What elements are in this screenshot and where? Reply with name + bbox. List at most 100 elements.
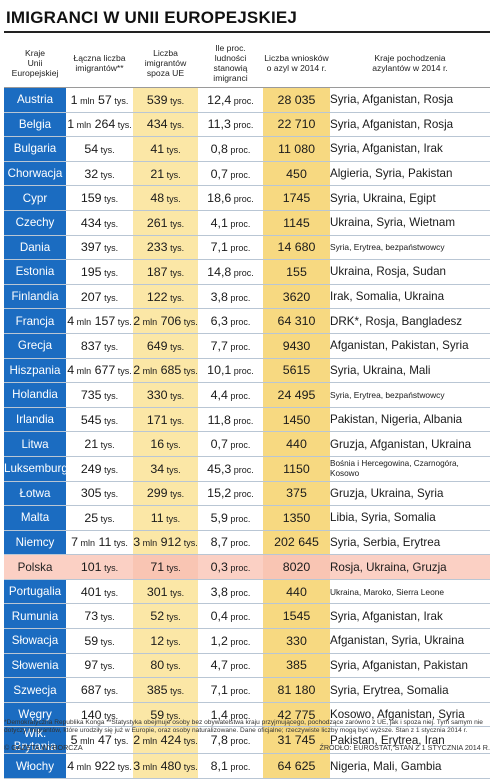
- total-immigrants-cell: 207 tys.: [66, 284, 133, 310]
- immigrant-share-cell: 11,8 proc.: [198, 407, 263, 433]
- origin-countries-cell: Syria, Afganistan, Irak: [330, 136, 490, 162]
- asylum-applications-cell: 202 645: [263, 530, 330, 556]
- table-row: Słowenia 97 tys. 80 tys. 4,7 proc. 385 Syria,…: [4, 653, 490, 679]
- country-cell: Irlandia: [4, 407, 66, 433]
- origin-countries-cell: Gruzja, Ukraina, Syria: [330, 481, 490, 507]
- country-cell: Rumunia: [4, 603, 66, 630]
- table-row: Cypr 159 tys. 48 tys. 18,6 proc. 1745 Syria, …: [4, 185, 490, 211]
- asylum-applications-cell: 440: [263, 579, 330, 605]
- table-row: Grecja 837 tys. 649 tys. 7,7 proc. 9430 Afgan…: [4, 333, 490, 359]
- asylum-applications-cell: 450: [263, 161, 330, 187]
- immigrant-share-cell: 5,9 proc.: [198, 505, 263, 531]
- table-row: Hiszpania 4 mln 677 tys. 2 mln 685 tys. 10,…: [4, 358, 490, 384]
- total-immigrants-cell: 101 tys.: [66, 554, 133, 580]
- country-cell: Estonia: [4, 259, 66, 285]
- country-cell: Węgry: [4, 702, 66, 728]
- asylum-applications-cell: 8020: [263, 554, 330, 580]
- non-eu-immigrants-cell: 122 tys.: [133, 284, 198, 310]
- asylum-applications-cell: 440: [263, 431, 330, 457]
- origin-countries-cell: Libia, Syria, Somalia: [330, 505, 490, 531]
- total-immigrants-cell: 249 tys.: [66, 456, 133, 482]
- country-cell: Malta: [4, 505, 66, 531]
- origin-countries-cell: Pakistan, Erytrea, Iran: [330, 726, 490, 755]
- total-immigrants-cell: 21 tys.: [66, 431, 133, 457]
- origin-countries-cell: Nigeria, Mali, Gambia: [330, 753, 490, 779]
- header-origins: Kraje pochodzenia azylantów w 2014 r.: [330, 40, 490, 88]
- country-cell: Hiszpania: [4, 358, 66, 384]
- non-eu-immigrants-cell: 80 tys.: [133, 653, 198, 679]
- immigrant-share-cell: 0,7 proc.: [198, 161, 263, 187]
- table-row: Słowacja 59 tys. 12 tys. 1,2 proc. 330 Afgani…: [4, 628, 490, 654]
- country-cell: Niemcy: [4, 530, 66, 556]
- asylum-applications-cell: 1450: [263, 407, 330, 433]
- non-eu-immigrants-cell: 2 mln 424 tys.: [133, 726, 198, 755]
- immigrant-share-cell: 0,4 proc.: [198, 603, 263, 630]
- asylum-applications-cell: 1150: [263, 456, 330, 482]
- origin-countries-cell: Syria, Afganistan, Rosja: [330, 112, 490, 138]
- origin-countries-cell: Syria, Erytrea, bezpaństwowcy: [330, 382, 490, 408]
- table-row: Włochy 4 mln 922 tys. 3 mln 480 tys. 8,1 pr…: [4, 753, 490, 779]
- table-row: Austria 1 mln 57 tys. 539 tys. 12,4 proc. 28…: [4, 87, 490, 113]
- asylum-applications-cell: 5615: [263, 358, 330, 384]
- total-immigrants-cell: 32 tys.: [66, 161, 133, 187]
- origin-countries-cell: Syria, Afganistan, Irak: [330, 603, 490, 630]
- non-eu-immigrants-cell: 11 tys.: [133, 505, 198, 531]
- total-immigrants-cell: 159 tys.: [66, 185, 133, 211]
- country-cell: Dania: [4, 235, 66, 261]
- asylum-applications-cell: 1145: [263, 210, 330, 236]
- immigrant-share-cell: 4,7 proc.: [198, 653, 263, 679]
- immigrant-share-cell: 7,7 proc.: [198, 333, 263, 359]
- total-immigrants-cell: 7 mln 11 tys.: [66, 530, 133, 556]
- total-immigrants-cell: 434 tys.: [66, 210, 133, 236]
- header-total: Łączna liczba imigrantów**: [66, 40, 133, 88]
- total-immigrants-cell: 59 tys.: [66, 628, 133, 654]
- country-cell: Szwecja: [4, 677, 66, 703]
- footnote: *Demokratyczna Republika Konga **Statyst…: [4, 719, 483, 734]
- immigrant-share-cell: 0,7 proc.: [198, 431, 263, 457]
- table-row: Francja 4 mln 157 tys. 2 mln 706 tys. 6,3 p…: [4, 308, 490, 334]
- immigrant-share-cell: 18,6 proc.: [198, 185, 263, 211]
- immigrant-share-cell: 7,1 proc.: [198, 677, 263, 703]
- total-immigrants-cell: 401 tys.: [66, 579, 133, 605]
- asylum-applications-cell: 375: [263, 481, 330, 507]
- immigrant-share-cell: 0,3 proc.: [198, 554, 263, 580]
- asylum-applications-cell: 81 180: [263, 677, 330, 703]
- non-eu-immigrants-cell: 12 tys.: [133, 628, 198, 654]
- total-immigrants-cell: 195 tys.: [66, 259, 133, 285]
- table-row: Irlandia 545 tys. 171 tys. 11,8 proc. 1450 Pa…: [4, 407, 490, 433]
- country-cell: Wlk. Brytania: [4, 726, 66, 755]
- origin-countries-cell: Syria, Ukraina, Mali: [330, 358, 490, 384]
- country-cell: Luksemburg: [4, 456, 68, 482]
- non-eu-immigrants-cell: 41 tys.: [133, 136, 198, 162]
- table-row: Chorwacja 32 tys. 21 tys. 0,7 proc. 450 Algie…: [4, 161, 490, 187]
- table-row: Luksemburg 249 tys. 34 tys. 45,3 proc. 1150 B…: [4, 456, 490, 482]
- origin-countries-cell: Kosowo, Afganistan, Syria: [330, 702, 490, 728]
- table-row: Portugalia 401 tys. 301 tys. 3,8 proc. 440 Uk…: [4, 579, 490, 605]
- immigrant-share-cell: 4,1 proc.: [198, 210, 263, 236]
- immigrant-share-cell: 14,8 proc.: [198, 259, 263, 285]
- table-row: Rumunia 73 tys. 52 tys. 0,4 proc. 1545 Syria,…: [4, 603, 490, 630]
- non-eu-immigrants-cell: 301 tys.: [133, 579, 198, 605]
- origin-countries-cell: Ukraina, Maroko, Sierra Leone: [330, 579, 490, 605]
- immigrant-share-cell: 7,8 proc.: [198, 726, 263, 755]
- total-immigrants-cell: 4 mln 677 tys.: [66, 358, 133, 384]
- immigrant-share-cell: 12,4 proc.: [198, 87, 263, 113]
- asylum-applications-cell: 11 080: [263, 136, 330, 162]
- table-row: Wlk. Brytania 5 mln 47 tys. 2 mln 424 tys.…: [4, 726, 490, 755]
- non-eu-immigrants-cell: 330 tys.: [133, 382, 198, 408]
- origin-countries-cell: Pakistan, Nigeria, Albania: [330, 407, 490, 433]
- total-immigrants-cell: 5 mln 47 tys.: [66, 726, 133, 755]
- non-eu-immigrants-cell: 171 tys.: [133, 407, 198, 433]
- non-eu-immigrants-cell: 21 tys.: [133, 161, 198, 187]
- immigrant-share-cell: 45,3 proc.: [198, 456, 263, 482]
- origin-countries-cell: Syria, Afganistan, Rosja: [330, 87, 490, 113]
- header-percent: Ile proc. ludności stanowią imigranci: [198, 40, 263, 88]
- origin-countries-cell: Gruzja, Afganistan, Ukraina: [330, 431, 490, 457]
- immigrant-share-cell: 10,1 proc.: [198, 358, 263, 384]
- non-eu-immigrants-cell: 3 mln 912 tys.: [133, 530, 198, 556]
- non-eu-immigrants-cell: 539 tys.: [133, 87, 198, 113]
- non-eu-immigrants-cell: 59 tys.: [133, 702, 198, 728]
- asylum-applications-cell: 155: [263, 259, 330, 285]
- country-cell: Polska: [4, 554, 66, 580]
- immigrant-share-cell: 7,1 proc.: [198, 235, 263, 261]
